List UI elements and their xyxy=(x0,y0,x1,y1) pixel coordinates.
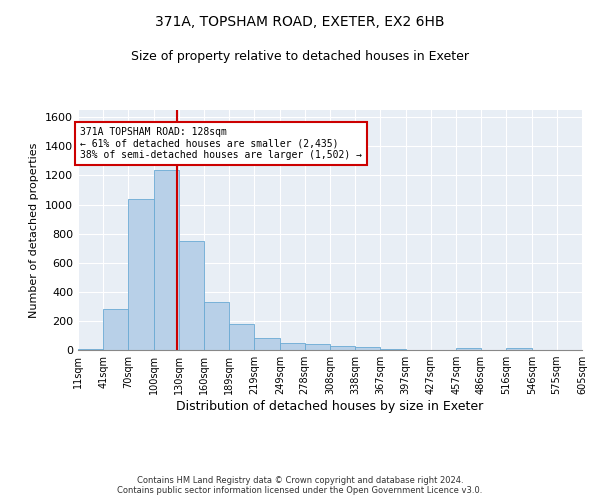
Bar xyxy=(229,324,254,350)
Bar xyxy=(179,241,205,350)
Bar xyxy=(330,346,355,350)
Y-axis label: Number of detached properties: Number of detached properties xyxy=(29,142,40,318)
Bar xyxy=(355,348,380,350)
Bar xyxy=(103,310,128,350)
Bar xyxy=(254,338,280,350)
Bar xyxy=(280,344,305,350)
X-axis label: Distribution of detached houses by size in Exeter: Distribution of detached houses by size … xyxy=(176,400,484,413)
Bar xyxy=(154,170,179,350)
Bar xyxy=(506,348,532,350)
Text: 371A, TOPSHAM ROAD, EXETER, EX2 6HB: 371A, TOPSHAM ROAD, EXETER, EX2 6HB xyxy=(155,15,445,29)
Text: Size of property relative to detached houses in Exeter: Size of property relative to detached ho… xyxy=(131,50,469,63)
Bar xyxy=(305,344,330,350)
Text: 371A TOPSHAM ROAD: 128sqm
← 61% of detached houses are smaller (2,435)
38% of se: 371A TOPSHAM ROAD: 128sqm ← 61% of detac… xyxy=(80,127,362,160)
Bar xyxy=(128,200,154,350)
Bar xyxy=(78,348,103,350)
Bar xyxy=(205,302,229,350)
Bar xyxy=(457,348,481,350)
Text: Contains HM Land Registry data © Crown copyright and database right 2024.
Contai: Contains HM Land Registry data © Crown c… xyxy=(118,476,482,495)
